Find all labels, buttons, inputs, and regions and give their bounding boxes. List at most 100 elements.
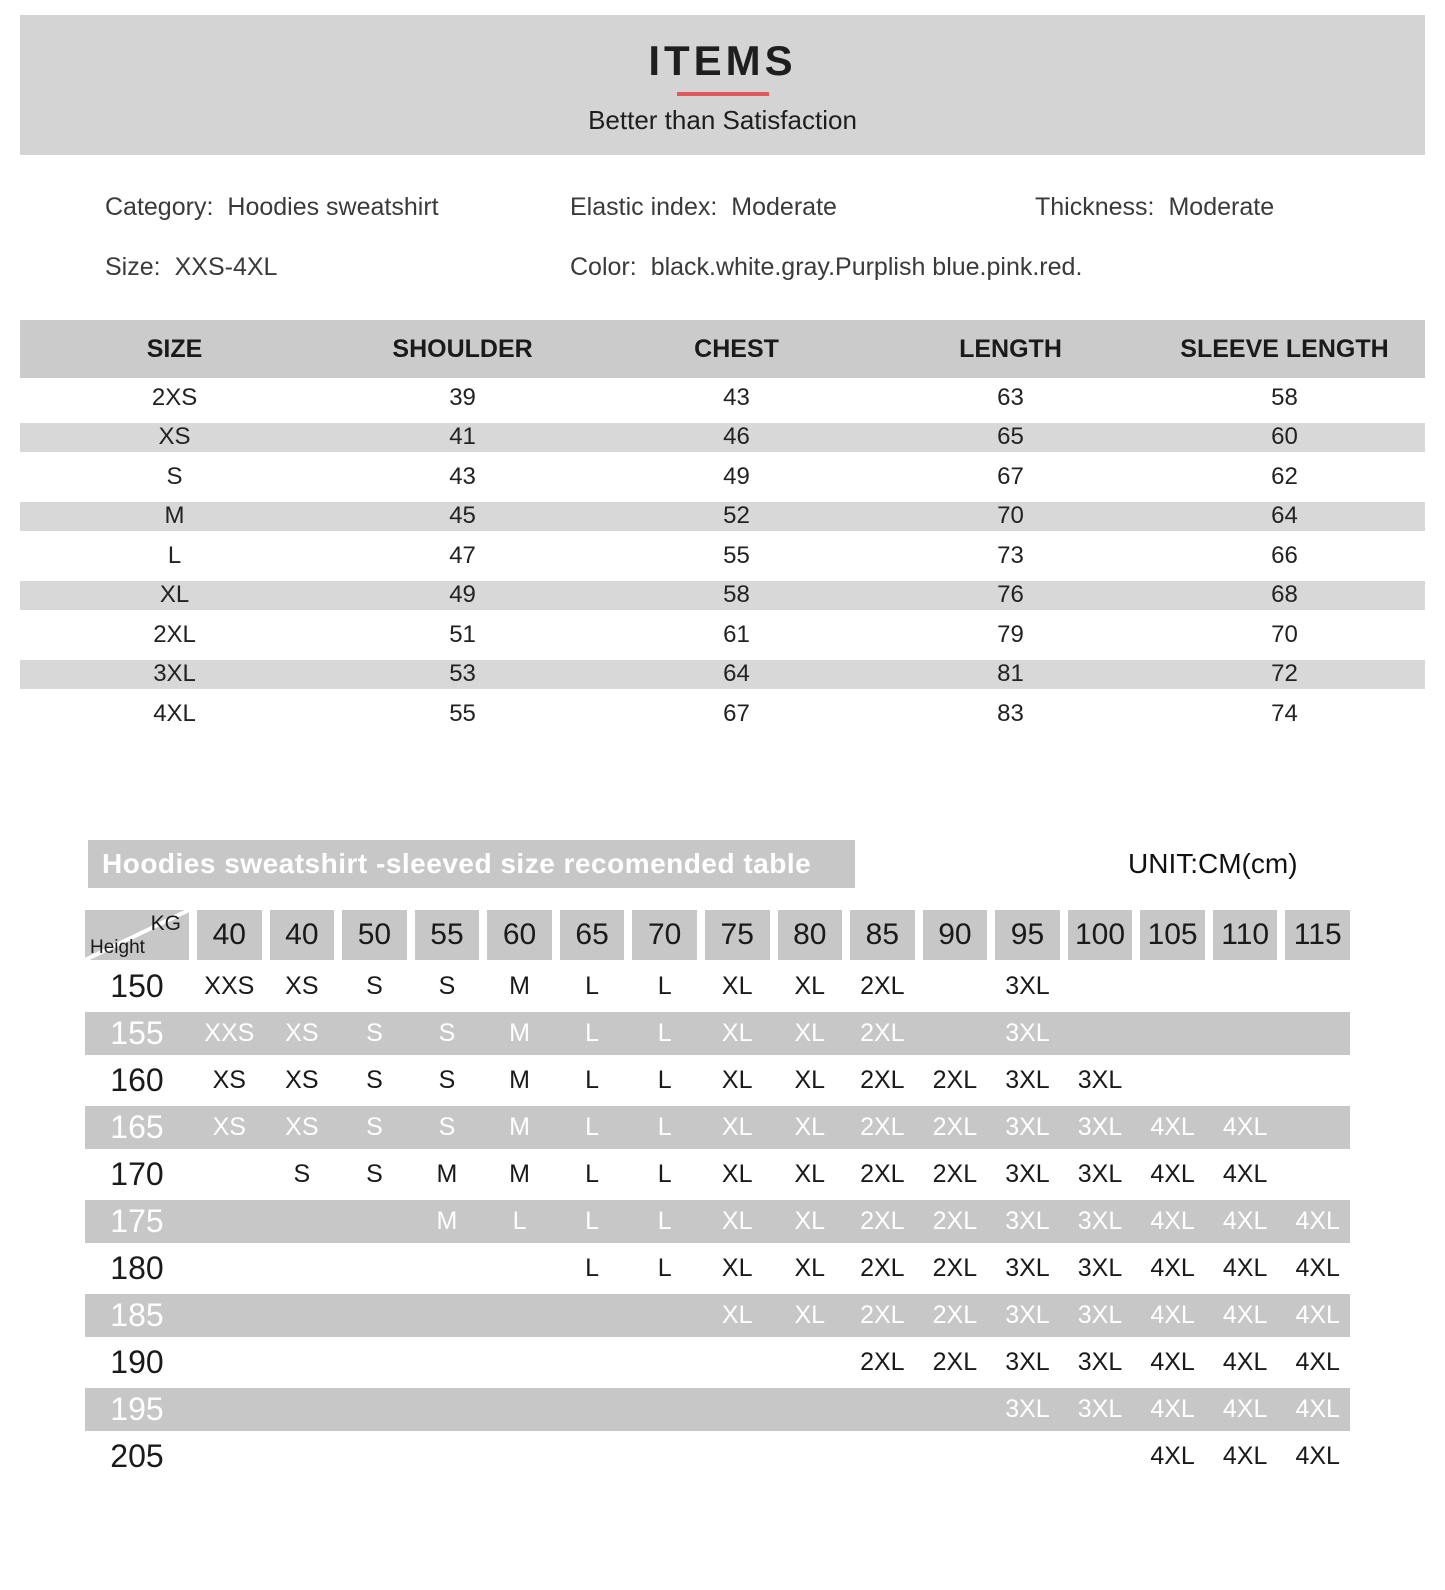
table-row: S 43 49 67 62 [20, 457, 1425, 497]
size-cell: 4XL [1150, 1301, 1195, 1329]
corner-kg-label: KG [150, 912, 181, 935]
category-field: Category: Hoodies sweatshirt [105, 193, 439, 222]
table-cell: 55 [449, 699, 476, 727]
size-cell: XXS [204, 1019, 255, 1047]
size-cell: 4XL [1222, 1395, 1268, 1423]
size-cell: 4XL [1150, 1113, 1195, 1141]
color-options-value: black.white.gray.Purplish blue.pink.red. [650, 253, 1083, 281]
height-label: 190 [110, 1344, 164, 1380]
kg-column-header: 110 [1212, 910, 1278, 960]
size-cell: S [438, 972, 456, 1000]
kg-column-header: 70 [632, 910, 697, 960]
size-cell: XL [794, 1301, 826, 1329]
size-cell: XL [721, 1113, 753, 1141]
size-cell: XL [794, 972, 826, 1000]
table-cell: 52 [723, 502, 750, 530]
table-cell: 2XL [153, 620, 196, 648]
size-cell: L [585, 1113, 600, 1141]
size-cell: L [657, 1160, 672, 1188]
size-cell: 4XL [1150, 1442, 1195, 1470]
size-cell: 2XL [860, 1160, 905, 1188]
kg-column-header: 90 [922, 910, 988, 960]
kg-column-header: 40 [197, 910, 262, 960]
kg-column-header: 80 [777, 910, 843, 960]
size-cell: XL [721, 972, 753, 1000]
size-cell: 2XL [932, 1348, 978, 1376]
size-cell: L [657, 1066, 672, 1094]
height-label: 180 [110, 1250, 164, 1286]
size-cell: S [366, 972, 383, 1000]
table-row: 2XL 51 61 79 70 [20, 615, 1425, 655]
kg-column-header: 50 [342, 910, 407, 960]
table-cell: 61 [723, 620, 750, 648]
column-header: CHEST [694, 334, 779, 363]
kg-column-header: 60 [487, 910, 552, 960]
table-cell: 68 [1271, 581, 1298, 609]
size-cell: 4XL [1150, 1348, 1195, 1376]
size-cell: XL [721, 1207, 753, 1235]
size-cell: 4XL [1150, 1207, 1195, 1235]
size-cell: M [509, 1066, 530, 1094]
table-row: 180 L L XL XL 2XL 2XL 3XL 3XL 4XL 4XL 4XL [85, 1245, 1350, 1292]
size-cell: XL [794, 1207, 826, 1235]
size-cell: XS [285, 1019, 319, 1047]
thickness-field: Thickness: Moderate [1035, 193, 1274, 222]
table-cell: S [166, 462, 183, 490]
table-row: XL 49 58 76 68 [20, 576, 1425, 616]
size-cell: 3XL [1077, 1066, 1123, 1094]
table-cell: 79 [997, 620, 1024, 648]
kg-column-header: 95 [995, 910, 1060, 960]
table-cell: 70 [1271, 620, 1298, 648]
size-cell: 3XL [1005, 1254, 1050, 1282]
table-row: 3XL 53 64 81 72 [20, 655, 1425, 695]
size-cell: S [438, 1113, 456, 1141]
table-cell: 47 [449, 541, 476, 569]
size-cell: L [585, 1207, 600, 1235]
size-range-field: Size: XXS-4XL [105, 253, 277, 282]
kg-column-header: 105 [1140, 910, 1205, 960]
size-cell: XL [794, 1160, 826, 1188]
table-cell: 72 [1271, 660, 1298, 688]
size-cell: 2XL [860, 1019, 905, 1047]
size-cell: S [366, 1019, 383, 1047]
size-cell: 3XL [1077, 1395, 1123, 1423]
table-cell: 58 [1271, 383, 1298, 411]
table-cell: 73 [997, 541, 1024, 569]
size-cell: 4XL [1295, 1207, 1340, 1235]
table-cell: 60 [1271, 423, 1298, 451]
size-cell: XL [721, 1066, 753, 1094]
elastic-index-field: Elastic index: Moderate [570, 193, 837, 222]
page-subtitle: Better than Satisfaction [588, 105, 857, 135]
size-cell: 2XL [932, 1113, 978, 1141]
banner: ITEMS Better than Satisfaction [20, 15, 1425, 155]
height-label: 205 [110, 1438, 164, 1474]
size-cell: 4XL [1222, 1207, 1268, 1235]
size-cell: XXS [204, 972, 255, 1000]
size-cell: XL [794, 1019, 826, 1047]
table-row: 195 3XL 3XL 4XL 4XL 4XL [85, 1386, 1350, 1433]
size-cell: M [509, 1113, 530, 1141]
table-row: 165 XS XS S S M L L XL XL 2XL 2XL 3XL 3XL 4XL 4XL [85, 1104, 1350, 1151]
size-cell: XS [212, 1066, 246, 1094]
size-cell: 3XL [1005, 1395, 1050, 1423]
table-cell: XS [158, 423, 191, 451]
size-cell: 4XL [1295, 1348, 1340, 1376]
size-cell: 3XL [1077, 1207, 1123, 1235]
size-cell: XL [721, 1019, 753, 1047]
table-row: 190 2XL 2XL 3XL 3XL 4XL 4XL 4XL [85, 1339, 1350, 1386]
measurement-table: SIZE SHOULDER CHEST LENGTH SLEEVE LENGTH 2XS… [20, 320, 1425, 734]
recommend-table-title: Hoodies sweatshirt -sleeved size recomen… [88, 840, 855, 888]
size-cell: 3XL [1077, 1301, 1123, 1329]
size-cell: S [366, 1113, 383, 1141]
size-cell: 4XL [1150, 1160, 1195, 1188]
size-cell: 3XL [1005, 1207, 1050, 1235]
table-row: 175 M L L L XL XL 2XL 2XL 3XL 3XL 4XL 4XL 4XL [85, 1198, 1350, 1245]
size-cell: XL [721, 1160, 753, 1188]
size-cell: M [509, 972, 530, 1000]
column-header: SLEEVE LENGTH [1180, 334, 1389, 363]
size-cell: L [657, 1207, 672, 1235]
size-cell: S [366, 1160, 383, 1188]
elastic-index-label: Elastic index: [570, 193, 718, 221]
size-cell: 4XL [1150, 1395, 1195, 1423]
